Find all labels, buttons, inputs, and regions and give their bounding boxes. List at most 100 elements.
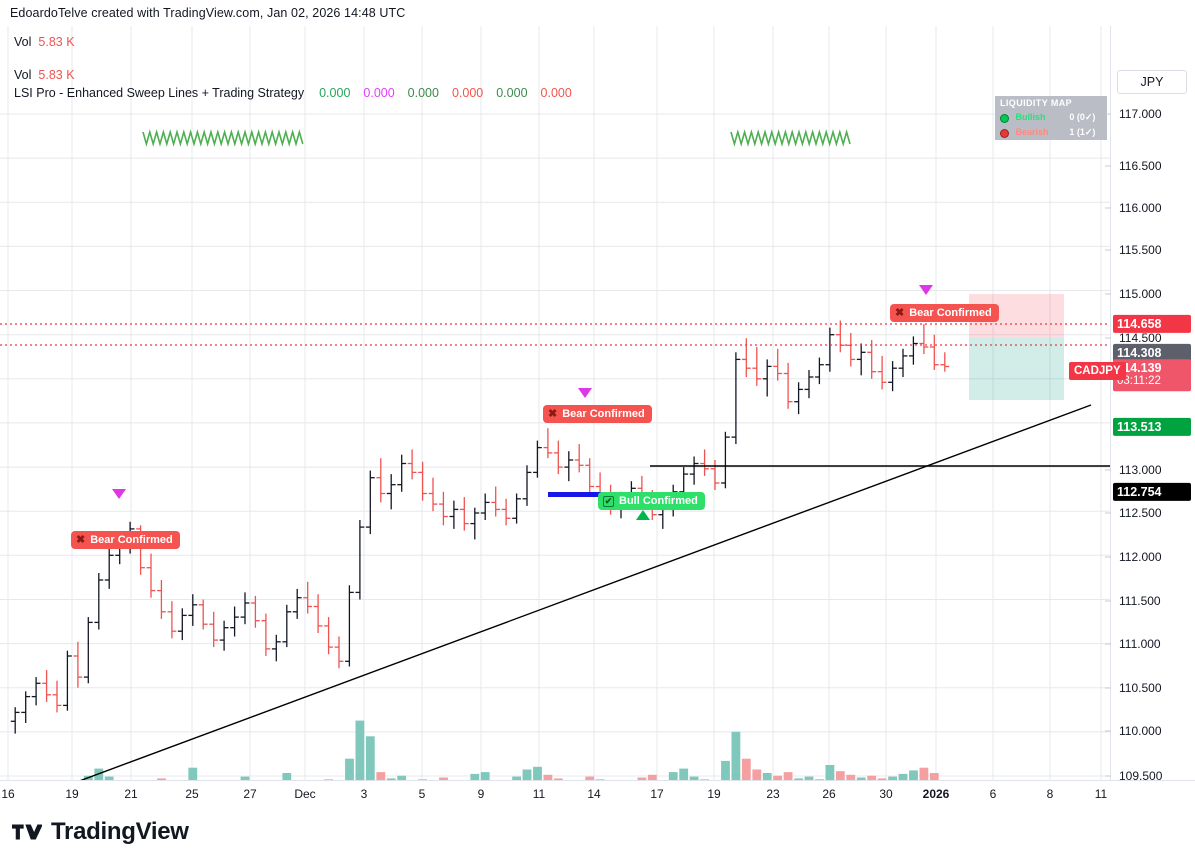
blue-sweep-line[interactable] bbox=[548, 492, 644, 497]
price-tick-label-11: 110.500 bbox=[1119, 681, 1162, 695]
signal-label-text: Bear Confirmed bbox=[562, 408, 645, 420]
time-tick-label-8: 9 bbox=[477, 787, 485, 801]
price-tick-label-3: 115.500 bbox=[1119, 243, 1162, 257]
price-tick-dash bbox=[1105, 512, 1111, 514]
time-tick-label-12: 19 bbox=[707, 787, 721, 801]
price-tick-label-1: 116.500 bbox=[1119, 159, 1162, 173]
legend-indicator-value-4: 0.000 bbox=[496, 86, 528, 100]
tradingview-wordmark: TradingView bbox=[51, 818, 189, 845]
tradingview-logo: TradingView bbox=[12, 818, 189, 846]
price-tick-dash bbox=[1105, 337, 1111, 339]
time-tick-label-16: 2026 bbox=[922, 787, 950, 801]
bull-marker-icon bbox=[636, 510, 650, 520]
time-tick-label-0: 16 bbox=[1, 787, 15, 801]
time-tick-label-11: 17 bbox=[650, 787, 664, 801]
price-tick-label-13: 109.500 bbox=[1119, 769, 1163, 783]
time-tick-label-5: Dec bbox=[294, 787, 316, 801]
legend-volume-second: Vol 5.83 K bbox=[14, 68, 75, 82]
legend-indicator-value-3: 0.000 bbox=[451, 86, 484, 100]
chart-pane[interactable]: Vol 5.83 K Vol 5.83 K LSI Pro - Enhanced… bbox=[0, 26, 1110, 780]
time-scale[interactable]: 16 19 21 25 27 Dec 3 5 9 11 14 17 19 23 26 30 2026 6 8 11 bbox=[0, 780, 1195, 808]
price-tick-dash bbox=[1105, 165, 1111, 167]
time-tick-label-14: 26 bbox=[822, 787, 836, 801]
price-badge-value: 112.754 bbox=[1117, 484, 1162, 499]
signal-label-text: Bear Confirmed bbox=[90, 534, 173, 546]
liquidity-map-row-bullish: Bullish 0 (0✓) bbox=[995, 110, 1107, 125]
bear-confirmed-label-0[interactable]: ✖ Bear Confirmed bbox=[71, 531, 180, 549]
price-tick-dash bbox=[1105, 643, 1111, 645]
time-tick-label-7: 5 bbox=[418, 787, 426, 801]
legend-indicator-value-1: 0.000 bbox=[363, 86, 395, 100]
currency-label[interactable]: JPY bbox=[1117, 70, 1187, 94]
price-tick-label-12: 110.000 bbox=[1119, 724, 1162, 738]
cross-icon: ✖ bbox=[895, 306, 905, 319]
price-tick-label-5: 114.500 bbox=[1119, 331, 1162, 345]
chart-canvas bbox=[0, 26, 1110, 780]
last-close-price-badge[interactable]: 114.308 bbox=[1113, 343, 1191, 363]
price-badge-value: 114.139 bbox=[1117, 361, 1162, 376]
legend-vol-label: Vol bbox=[14, 35, 32, 49]
take-profit-price-badge[interactable]: 113.513 bbox=[1113, 417, 1191, 437]
price-tick-label-8: 112.000 bbox=[1119, 550, 1162, 564]
legend-vol-value-2: 5.83 K bbox=[38, 68, 75, 82]
price-badge-value: 114.308 bbox=[1117, 345, 1162, 360]
price-tick-label-7: 112.500 bbox=[1119, 506, 1162, 520]
time-tick-label-9: 11 bbox=[532, 787, 546, 801]
time-tick-label-1: 19 bbox=[65, 787, 79, 801]
reward-zone[interactable] bbox=[969, 337, 1064, 400]
tradingview-mark-icon bbox=[12, 824, 42, 840]
price-tick-dash bbox=[1105, 775, 1111, 777]
price-tick-label-6: 113.000 bbox=[1119, 463, 1162, 477]
attribution-text: EdoardoTelve created with TradingView.co… bbox=[10, 6, 406, 20]
liquidity-bearish-count: 1 (1✓) bbox=[1064, 125, 1107, 140]
legend-vol-value: 5.83 K bbox=[38, 35, 75, 49]
bar-countdown: 03:11:22 bbox=[1117, 375, 1161, 388]
cross-icon: ✖ bbox=[76, 533, 86, 546]
time-tick-label-10: 14 bbox=[587, 787, 601, 801]
liquidity-map-row-bearish: Bearish 1 (1✓) bbox=[995, 125, 1107, 140]
price-tick-dash bbox=[1105, 249, 1111, 251]
legend-indicator-name: LSI Pro - Enhanced Sweep Lines + Trading… bbox=[14, 86, 305, 100]
time-tick-label-2: 21 bbox=[124, 787, 138, 801]
price-tick-dash bbox=[1105, 293, 1111, 295]
stop-loss-price-badge[interactable]: 114.658 bbox=[1113, 314, 1191, 334]
bear-marker-icon bbox=[919, 285, 933, 295]
bear-confirmed-label-3[interactable]: ✖ Bear Confirmed bbox=[890, 304, 999, 322]
legend-indicator-value-2: 0.000 bbox=[407, 86, 439, 100]
bull-confirmed-label-2[interactable]: ✔ Bull Confirmed bbox=[598, 492, 705, 510]
legend-volume-top: Vol 5.83 K bbox=[14, 35, 75, 49]
cross-icon: ✖ bbox=[548, 407, 558, 420]
price-tick-label-10: 111.000 bbox=[1119, 637, 1161, 651]
bear-marker-icon bbox=[578, 388, 592, 398]
price-scale[interactable]: JPY 117.000 116.500 116.000 115.500 115.000 1… bbox=[1069, 26, 1195, 783]
price-tick-label-2: 116.000 bbox=[1119, 201, 1162, 215]
symbol-ticker-badge[interactable]: CADJPY bbox=[1069, 362, 1126, 380]
price-tick-label-0: 117.000 bbox=[1119, 107, 1162, 121]
signal-label-text: Bull Confirmed bbox=[619, 495, 698, 507]
time-tick-label-19: 11 bbox=[1094, 787, 1108, 801]
liquidity-map-title: LIQUIDITY MAP bbox=[995, 96, 1107, 110]
price-tick-dash bbox=[1105, 600, 1111, 602]
green-dot-icon bbox=[1000, 113, 1009, 123]
current-price-badge[interactable]: 114.139 03:11:22 bbox=[1113, 359, 1191, 391]
legend-indicator-values: 0.000 0.000 0.000 0.000 0.000 0.000 bbox=[319, 86, 572, 100]
price-tick-dash bbox=[1105, 730, 1111, 732]
support-level-price-badge[interactable]: 112.754 bbox=[1113, 482, 1191, 502]
legend-indicator-value-5: 0.000 bbox=[540, 86, 572, 100]
price-badge-value: 114.658 bbox=[1117, 316, 1162, 331]
bear-confirmed-label-1[interactable]: ✖ Bear Confirmed bbox=[543, 405, 652, 423]
legend-indicator[interactable]: LSI Pro - Enhanced Sweep Lines + Trading… bbox=[14, 86, 572, 100]
red-dot-icon bbox=[1000, 128, 1009, 138]
legend-vol-label-2: Vol bbox=[14, 68, 32, 82]
check-icon: ✔ bbox=[603, 495, 614, 507]
price-tick-label-9: 111.500 bbox=[1119, 594, 1161, 608]
time-tick-label-3: 25 bbox=[185, 787, 199, 801]
signal-label-text: Bear Confirmed bbox=[909, 307, 992, 319]
bear-marker-icon bbox=[112, 489, 126, 499]
time-tick-label-15: 30 bbox=[879, 787, 893, 801]
price-tick-dash bbox=[1105, 113, 1111, 115]
liquidity-bullish-label: Bullish bbox=[1015, 112, 1046, 123]
price-badge-value: 113.513 bbox=[1117, 419, 1162, 434]
liquidity-map-panel[interactable]: LIQUIDITY MAP Bullish 0 (0✓) Bearish 1 (… bbox=[995, 96, 1107, 140]
